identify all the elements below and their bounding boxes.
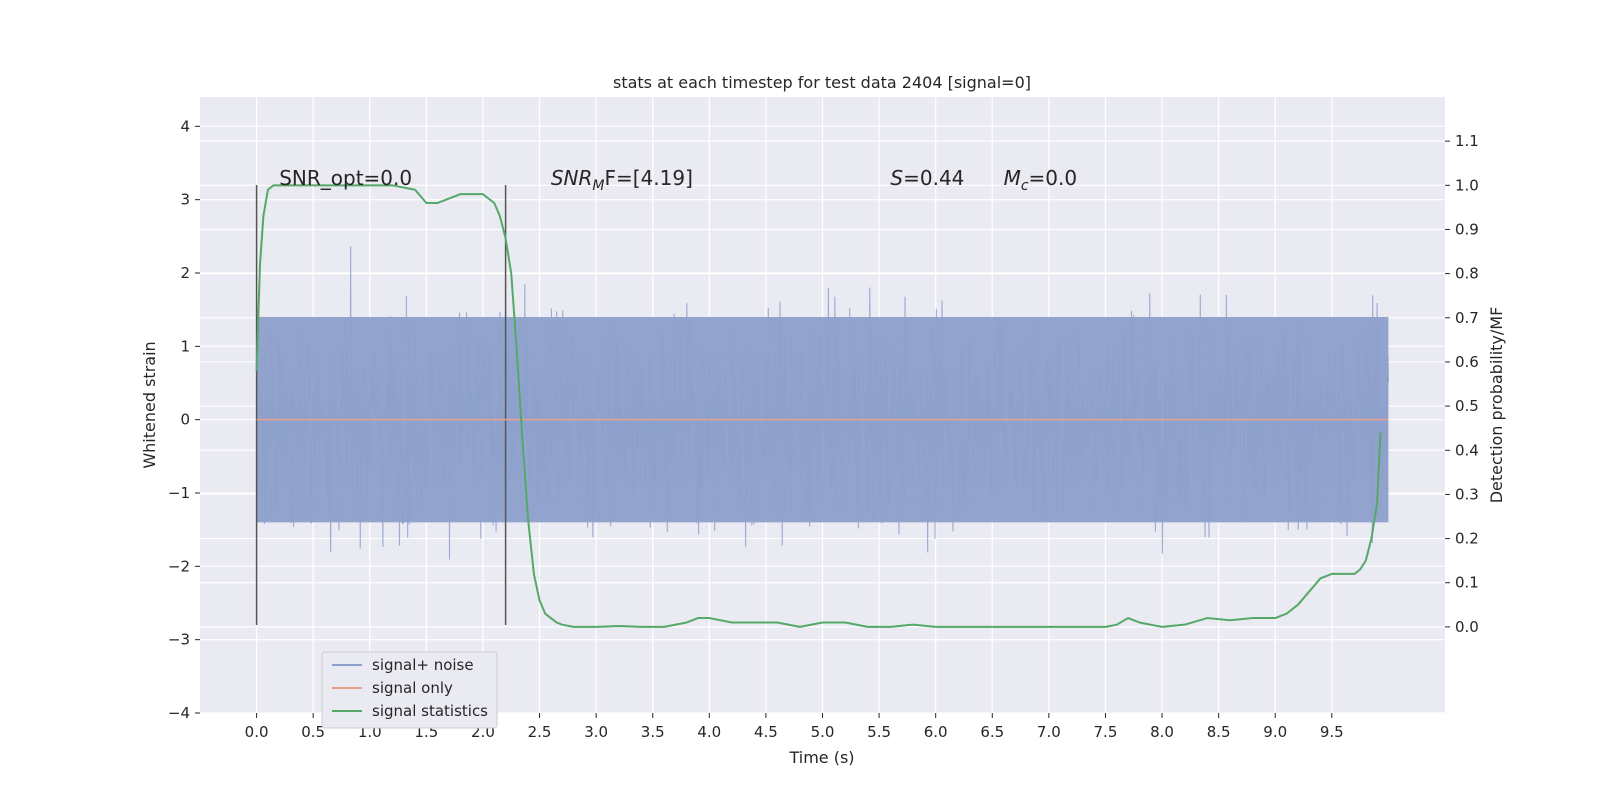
x-tick-label: 7.0	[1037, 723, 1061, 741]
y-left-tick-label: 4	[180, 117, 190, 135]
y-right-tick-label: 0.8	[1455, 265, 1479, 283]
x-tick-label: 7.5	[1094, 723, 1118, 741]
legend: signal+ noise signal only signal statist…	[321, 651, 498, 729]
y-left-tick-label: 1	[180, 337, 190, 355]
y-right-tick-label: 1.0	[1455, 176, 1479, 194]
x-tick-label: 5.5	[867, 723, 891, 741]
x-tick-label: 9.5	[1320, 723, 1344, 741]
y-right-tick-label: 0.7	[1455, 309, 1479, 327]
y-right-tick-label: 1.1	[1455, 132, 1479, 150]
y-left-tick-label: 2	[180, 264, 190, 282]
x-tick-label: 3.0	[584, 723, 608, 741]
x-tick-label: 3.5	[641, 723, 665, 741]
y-left-tick-label: −4	[168, 704, 190, 722]
x-tick-label: 6.0	[924, 723, 948, 741]
annotation-snr_mf: SNRMF=[4.19]	[551, 166, 693, 194]
x-tick-label: 8.0	[1150, 723, 1174, 741]
signal-statistics-series	[255, 184, 1382, 628]
x-axis-ticks: 0.0 0.5 1.0 1.5 2.0 2.5 3.0 3.5 4.0 4.5 5.0 5.5 6.0 6…	[245, 713, 1344, 741]
legend-label-signal-statistics: signal statistics	[372, 702, 488, 720]
y-left-tick-label: −1	[168, 484, 190, 502]
y-axis-left-ticks: −4 −3 −2 −1 0 1 2 3 4	[168, 117, 200, 722]
y-left-tick-label: −3	[168, 631, 190, 649]
annotation-snr_opt: SNR_opt=0.0	[279, 166, 412, 190]
y-right-tick-label: 0.1	[1455, 574, 1479, 592]
x-tick-label: 4.5	[754, 723, 778, 741]
y-axis-right-ticks: 0.0 0.1 0.2 0.3 0.4 0.5 0.6 0.7 0.8 0.9 1.0 1.1	[1445, 132, 1479, 636]
y-right-tick-label: 0.2	[1455, 530, 1479, 548]
y-right-tick-label: 0.0	[1455, 618, 1479, 636]
x-axis-title: Time (s)	[788, 748, 854, 767]
x-tick-label: 4.0	[697, 723, 721, 741]
y-left-tick-label: 0	[180, 411, 190, 429]
signal-statistics-line	[255, 184, 1382, 628]
x-tick-label: 0.0	[245, 723, 269, 741]
annotation-mc: Mc=0.0	[1004, 166, 1078, 194]
x-tick-label: 0.5	[301, 723, 325, 741]
y-left-tick-label: −2	[168, 557, 190, 575]
x-tick-label: 5.0	[811, 723, 835, 741]
y-right-tick-label: 0.9	[1455, 220, 1479, 238]
legend-label-signal-noise: signal+ noise	[372, 656, 474, 674]
legend-label-signal-only: signal only	[372, 679, 453, 697]
vertical-markers	[255, 185, 507, 625]
x-tick-label: 8.5	[1207, 723, 1231, 741]
x-tick-label: 2.5	[528, 723, 552, 741]
y-left-tick-label: 3	[180, 191, 190, 209]
legend-box	[321, 651, 498, 729]
chart-title: stats at each timestep for test data 240…	[613, 73, 1031, 92]
annotations: SNR_opt=0.0 SNRMF=[4.19] S=0.44 Mc=0.0	[279, 166, 1077, 194]
annotation-s_stat: S=0.44	[890, 166, 964, 190]
x-tick-label: 9.0	[1263, 723, 1287, 741]
y-axis-left-title: Whitened strain	[140, 341, 159, 468]
y-right-tick-label: 0.3	[1455, 485, 1479, 503]
y-axis-right-title: Detection probability/MF	[1487, 307, 1506, 504]
x-tick-label: 6.5	[980, 723, 1004, 741]
y-right-tick-label: 0.6	[1455, 353, 1479, 371]
y-right-tick-label: 0.4	[1455, 441, 1479, 459]
y-right-tick-label: 0.5	[1455, 397, 1479, 415]
